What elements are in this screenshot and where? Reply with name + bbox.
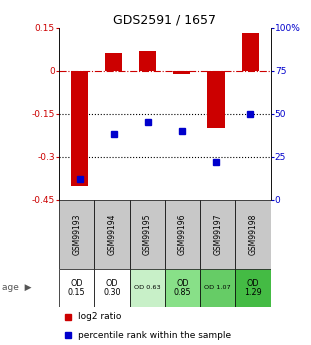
- Bar: [242, 33, 259, 71]
- Text: GSM99194: GSM99194: [108, 214, 116, 255]
- Text: GSM99196: GSM99196: [178, 214, 187, 255]
- Bar: [59, 269, 94, 307]
- Text: OD 0.63: OD 0.63: [134, 285, 160, 290]
- Title: GDS2591 / 1657: GDS2591 / 1657: [113, 13, 216, 27]
- Bar: [139, 51, 156, 71]
- Text: OD
0.30: OD 0.30: [103, 279, 121, 297]
- Text: log2 ratio: log2 ratio: [78, 312, 122, 321]
- Bar: [235, 269, 271, 307]
- Text: OD
0.85: OD 0.85: [174, 279, 191, 297]
- Bar: [71, 71, 88, 186]
- Bar: [59, 200, 94, 269]
- Text: GSM99198: GSM99198: [248, 214, 258, 255]
- Bar: [207, 71, 225, 128]
- Bar: [94, 200, 130, 269]
- Text: GSM99193: GSM99193: [72, 214, 81, 255]
- Bar: [165, 200, 200, 269]
- Bar: [200, 200, 235, 269]
- Bar: [130, 269, 165, 307]
- Bar: [165, 269, 200, 307]
- Bar: [105, 53, 122, 71]
- Text: age  ▶: age ▶: [2, 284, 31, 293]
- Bar: [235, 200, 271, 269]
- Text: OD 1.07: OD 1.07: [204, 285, 231, 290]
- Text: GSM99195: GSM99195: [143, 214, 152, 255]
- Bar: [200, 269, 235, 307]
- Text: OD
1.29: OD 1.29: [244, 279, 262, 297]
- Text: GSM99197: GSM99197: [213, 214, 222, 255]
- Text: OD
0.15: OD 0.15: [68, 279, 86, 297]
- Bar: [94, 269, 130, 307]
- Bar: [130, 200, 165, 269]
- Text: percentile rank within the sample: percentile rank within the sample: [78, 331, 231, 340]
- Bar: [173, 71, 190, 73]
